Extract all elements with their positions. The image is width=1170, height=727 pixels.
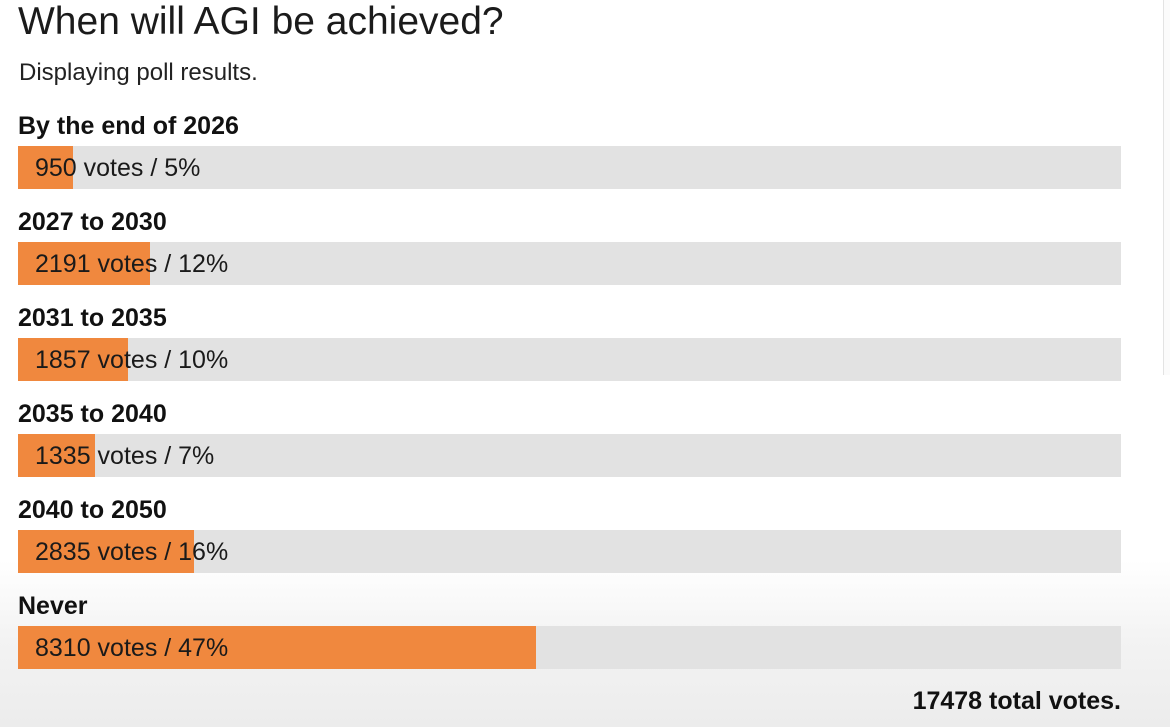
poll-bar-track: 1857 votes / 10% bbox=[18, 338, 1121, 381]
poll-option-label: By the end of 2026 bbox=[18, 112, 239, 140]
poll-bar-track: 2835 votes / 16% bbox=[18, 530, 1121, 573]
poll-votes-text: 950 votes / 5% bbox=[35, 154, 201, 182]
poll-bar-track: 2191 votes / 12% bbox=[18, 242, 1121, 285]
poll-option-label: Never bbox=[18, 592, 88, 620]
poll-total-votes: 17478 total votes. bbox=[912, 687, 1121, 715]
poll-votes-text: 8310 votes / 47% bbox=[35, 634, 229, 662]
poll-option: 2027 to 2030 2191 votes / 12% bbox=[18, 204, 1121, 300]
poll-title: When will AGI be achieved? bbox=[18, 0, 504, 43]
poll-subtitle: Displaying poll results. bbox=[19, 59, 258, 86]
poll-bar-fill bbox=[18, 338, 129, 381]
poll-options: By the end of 2026 950 votes / 5% 2027 t… bbox=[18, 108, 1121, 684]
scrollbar[interactable] bbox=[1163, 0, 1170, 375]
poll-bar-fill bbox=[18, 146, 74, 189]
poll-option-label: 2027 to 2030 bbox=[18, 208, 167, 236]
poll-bar-fill bbox=[18, 626, 537, 669]
poll-option: 2031 to 2035 1857 votes / 10% bbox=[18, 300, 1121, 396]
poll-votes-text: 2191 votes / 12% bbox=[35, 250, 229, 278]
poll-bar-track: 8310 votes / 47% bbox=[18, 626, 1121, 669]
poll-option: 2040 to 2050 2835 votes / 16% bbox=[18, 492, 1121, 588]
poll-bar-fill bbox=[18, 434, 96, 477]
poll-bar-track: 950 votes / 5% bbox=[18, 146, 1121, 189]
poll-bar-fill bbox=[18, 530, 195, 573]
poll-option-label: 2031 to 2035 bbox=[18, 304, 167, 332]
poll-option: 2035 to 2040 1335 votes / 7% bbox=[18, 396, 1121, 492]
poll-votes-text: 1335 votes / 7% bbox=[35, 442, 215, 470]
poll-option: Never 8310 votes / 47% bbox=[18, 588, 1121, 684]
poll-option-label: 2035 to 2040 bbox=[18, 400, 167, 428]
poll-bar-track: 1335 votes / 7% bbox=[18, 434, 1121, 477]
poll-option-label: 2040 to 2050 bbox=[18, 496, 167, 524]
poll-bar-fill bbox=[18, 242, 151, 285]
poll-votes-text: 2835 votes / 16% bbox=[35, 538, 229, 566]
poll-option: By the end of 2026 950 votes / 5% bbox=[18, 108, 1121, 204]
poll-votes-text: 1857 votes / 10% bbox=[35, 346, 229, 374]
